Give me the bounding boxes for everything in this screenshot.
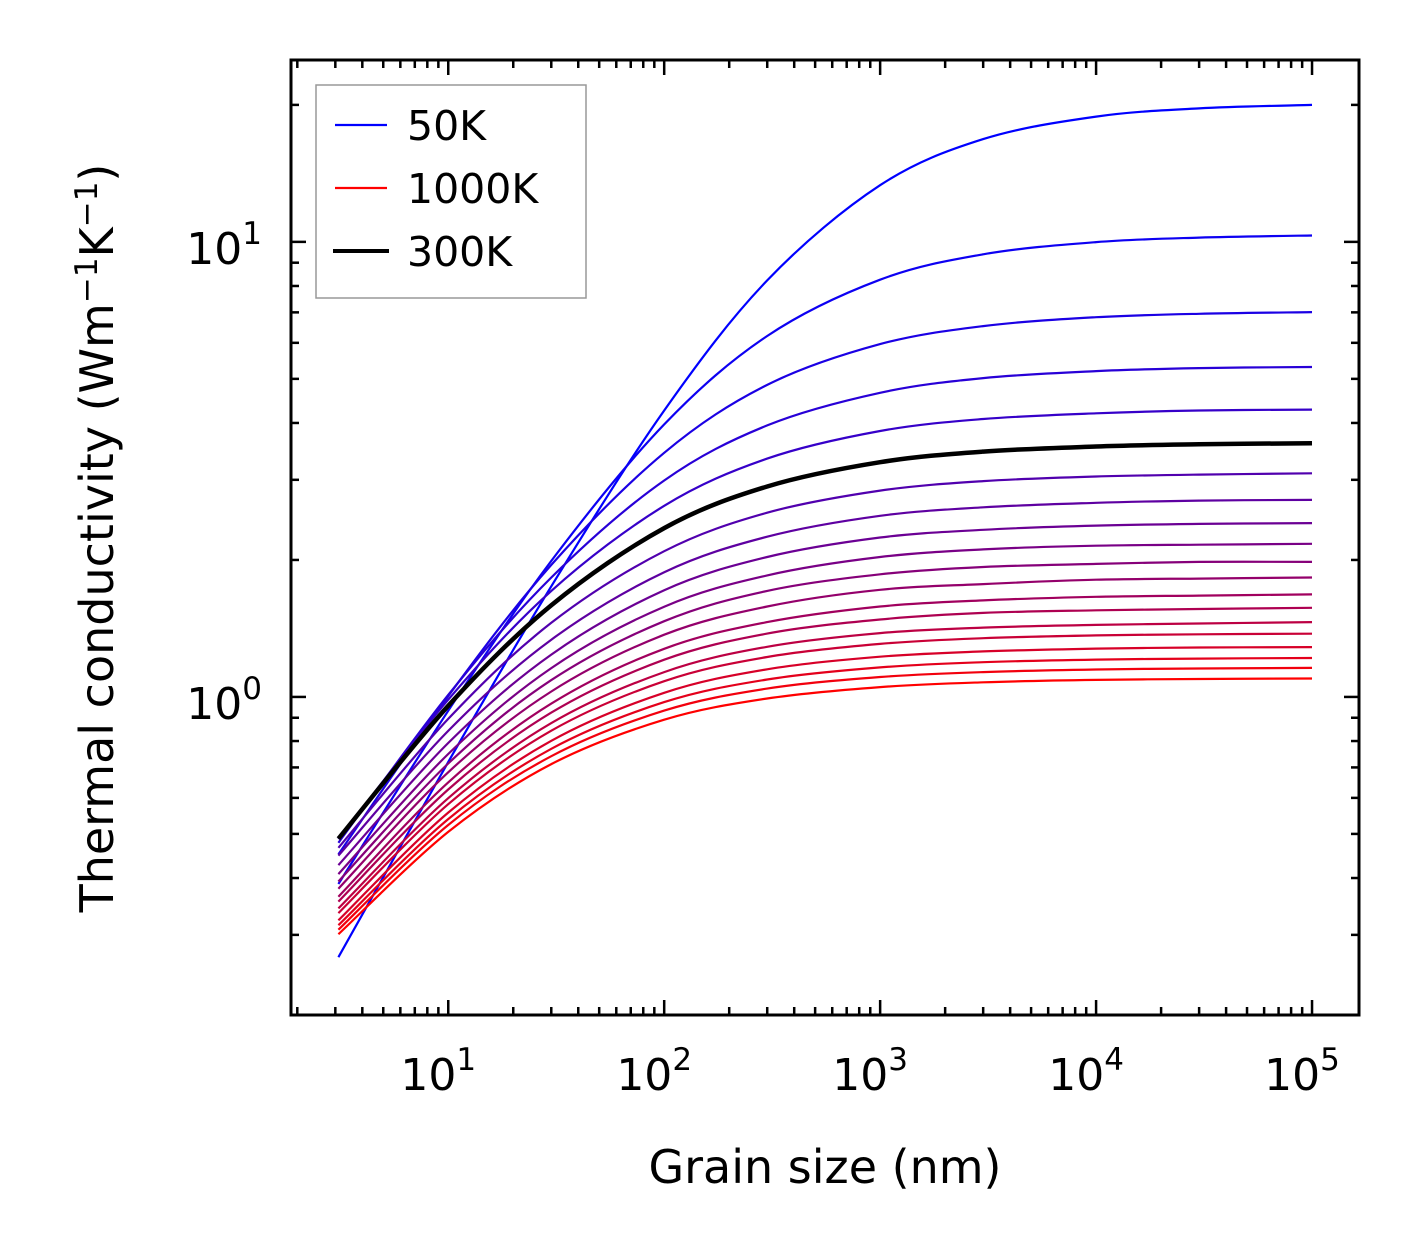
x-axis-label: Grain size (nm): [649, 1140, 1002, 1194]
y-tick-label: 100: [186, 671, 262, 730]
legend-label-300k: 300K: [407, 228, 513, 276]
series-line-750k: [337, 621, 1313, 910]
series-line-650k: [337, 593, 1313, 898]
series-line-200k: [337, 365, 1313, 844]
series-line-100k: [337, 234, 1313, 885]
x-tick-label: 104: [1048, 1042, 1124, 1101]
y-axis-label: Thermal conductivity (Wm−1K−1): [69, 164, 124, 914]
series-line-550k: [337, 560, 1313, 883]
legend-label-1000k: 1000K: [407, 165, 539, 213]
legend-label-50k: 50K: [407, 102, 487, 150]
x-tick-label: 103: [832, 1042, 908, 1101]
x-tick-labels: 101 102 103 104 105: [400, 1042, 1340, 1101]
series-line-1000k: [337, 677, 1313, 936]
series-line-250k: [337, 408, 1313, 840]
legend: 50K 1000K 300K: [315, 84, 587, 299]
series-line-300k: [337, 442, 1313, 840]
y-tick-labels: 100 101: [186, 216, 262, 730]
series-line-850k: [337, 646, 1313, 922]
y-tick-label: 101: [186, 216, 262, 275]
series-line-50k: [337, 103, 1313, 958]
x-tick-label: 102: [616, 1042, 692, 1101]
series-line-400k: [337, 498, 1313, 857]
series-line-700k: [337, 606, 1313, 903]
series-line-800k: [337, 632, 1313, 914]
x-tick-label: 101: [400, 1042, 476, 1101]
legend-box: [315, 84, 587, 299]
series-line-900k: [337, 656, 1313, 926]
curves: [336, 103, 1313, 958]
series-line-highlight-300k: [336, 440, 1313, 841]
x-tick-label: 105: [1264, 1042, 1340, 1101]
series-line-350k: [337, 472, 1313, 849]
series-line-450k: [337, 522, 1313, 866]
series-line-600k: [337, 576, 1313, 890]
series-line-500k: [337, 542, 1313, 875]
plot-frame: [289, 58, 1361, 1017]
series-line-950k: [337, 666, 1313, 931]
series-line-150k: [337, 311, 1313, 855]
